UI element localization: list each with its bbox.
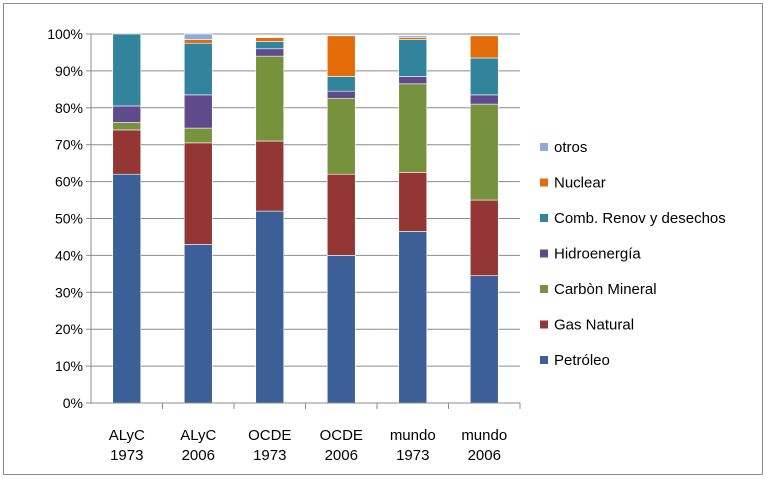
- legend-swatch: [540, 285, 548, 293]
- bar-segment: [469, 199, 499, 276]
- bar-segment: [255, 210, 285, 404]
- x-category-label: 2006: [468, 447, 501, 464]
- bar-segment: [469, 57, 499, 96]
- legend-label: Petróleo: [554, 352, 610, 369]
- chart-frame: 0% 10% 20% 30% 40% 50% 60% 70% 80% 90% 100% ALyC 197…: [3, 3, 763, 475]
- bar-segment: [183, 42, 213, 96]
- y-tick-label: 50%: [55, 211, 83, 227]
- x-category-label: mundo: [461, 427, 507, 444]
- bar-segment: [183, 33, 213, 40]
- x-category-label: 1973: [396, 447, 429, 464]
- bar-segment: [112, 129, 142, 175]
- bar-segment: [112, 173, 142, 404]
- bar-segment: [183, 244, 213, 404]
- bar-segment: [183, 94, 213, 129]
- x-category-label: ALyC: [109, 427, 145, 444]
- y-tick-label: 40%: [55, 247, 83, 263]
- bar-segment: [469, 103, 499, 201]
- bar-segment: [112, 122, 142, 131]
- bar-segment: [183, 39, 213, 44]
- y-tick-label: 90%: [55, 63, 83, 79]
- legend: otros Nuclear Comb. Renov y desechos Hidroe…: [540, 139, 726, 369]
- x-category-label: OCDE: [320, 427, 363, 444]
- bar-segment: [326, 255, 356, 404]
- legend-swatch: [540, 178, 548, 187]
- bar-segment: [183, 142, 213, 245]
- legend-label: Carbòn Mineral: [554, 281, 657, 298]
- legend-label: Nuclear: [554, 175, 606, 192]
- bar-segment: [398, 231, 428, 404]
- legend-swatch: [540, 356, 548, 364]
- legend-label: otros: [554, 139, 587, 156]
- bar-segment: [469, 35, 499, 59]
- legend-label: Hidroenergía: [554, 246, 641, 263]
- y-tick-label: 10%: [55, 358, 83, 374]
- bar-segment: [398, 172, 428, 232]
- bar-segment: [112, 105, 142, 123]
- x-category-label: mundo: [390, 427, 436, 444]
- legend-swatch: [540, 214, 548, 222]
- y-tick-label: 0%: [63, 395, 83, 411]
- bars: [112, 33, 499, 404]
- x-category-label: 2006: [182, 447, 215, 464]
- bar-segment: [326, 98, 356, 175]
- y-tick-label: 30%: [55, 284, 83, 300]
- y-tick-label: 60%: [55, 174, 83, 190]
- y-tick-label: 100%: [47, 26, 83, 42]
- y-tick-label: 70%: [55, 137, 83, 153]
- bar-segment: [469, 275, 499, 404]
- bar-segment: [183, 127, 213, 144]
- x-category-label: ALyC: [180, 427, 216, 444]
- bar-segment: [255, 140, 285, 212]
- bar-segment: [398, 83, 428, 173]
- bar-segment: [326, 76, 356, 92]
- bar-segment: [326, 90, 356, 99]
- axes: 0% 10% 20% 30% 40% 50% 60% 70% 80% 90% 100% ALyC 197…: [47, 26, 521, 464]
- y-tick-label: 80%: [55, 100, 83, 116]
- bar-segment: [112, 33, 142, 107]
- legend-swatch: [540, 320, 548, 329]
- stacked-bar-chart: 0% 10% 20% 30% 40% 50% 60% 70% 80% 90% 100% ALyC 197…: [47, 26, 726, 464]
- legend-swatch: [540, 249, 548, 258]
- bar-segment: [255, 41, 285, 50]
- bar-segment: [255, 48, 285, 57]
- legend-swatch: [540, 143, 548, 151]
- bar-segment: [469, 94, 499, 105]
- x-category-label: OCDE: [248, 427, 291, 444]
- bar-segment: [255, 55, 285, 142]
- bar-segment: [398, 35, 428, 38]
- legend-label: Gas Natural: [554, 317, 634, 334]
- bar-segment: [398, 76, 428, 85]
- x-category-label: 2006: [325, 447, 358, 464]
- gridlines: [91, 33, 520, 367]
- y-tick-label: 20%: [55, 321, 83, 337]
- x-category-label: 1973: [253, 447, 286, 464]
- bar-segment: [255, 37, 285, 42]
- bar-segment: [398, 39, 428, 77]
- legend-label: Comb. Renov y desechos: [554, 210, 726, 227]
- bar-segment: [326, 173, 356, 256]
- bar-segment: [326, 35, 356, 77]
- x-category-label: 1973: [110, 447, 143, 464]
